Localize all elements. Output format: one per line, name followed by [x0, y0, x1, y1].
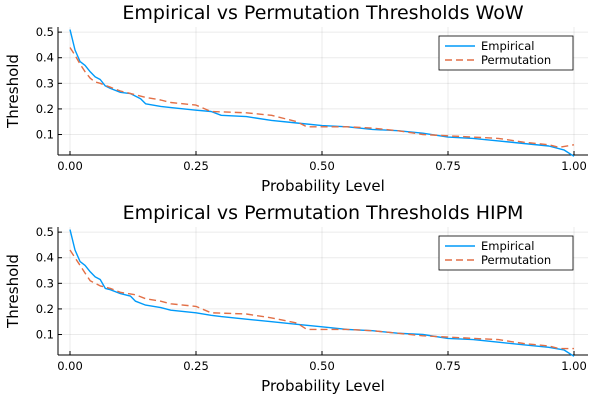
- x-tick-label: 0.25: [183, 159, 209, 173]
- chart-panel-wow: Empirical vs Permutation Thresholds WoW 0…: [4, 2, 588, 195]
- x-tick-label: 0.25: [183, 359, 209, 373]
- y-tick-label: 0.3: [36, 76, 54, 90]
- x-tick-label: 0.50: [309, 359, 335, 373]
- x-tick-label: 0.75: [435, 359, 461, 373]
- y-tick-label: 0.5: [36, 225, 54, 239]
- y-tick-label: 0.2: [36, 302, 54, 316]
- y-tick-label: 0.1: [36, 328, 54, 342]
- series-line-permutation: [69, 47, 575, 148]
- legend-label-empirical: Empirical: [481, 239, 534, 253]
- x-tick-label: 1.00: [561, 359, 587, 373]
- x-tick-label: 1.00: [561, 159, 587, 173]
- chart-panel-hipm: Empirical vs Permutation Thresholds HIPM…: [4, 202, 588, 395]
- y-tick-label: 0.3: [36, 276, 54, 290]
- x-tick-label: 0.75: [435, 159, 461, 173]
- x-tick-label: 0.00: [57, 159, 83, 173]
- chart-title: Empirical vs Permutation Thresholds WoW: [122, 2, 523, 24]
- y-tick-label: 0.1: [36, 128, 54, 142]
- x-axis-label: Probability Level: [261, 377, 385, 395]
- series-line-empirical: [69, 29, 575, 157]
- legend-label-permutation: Permutation: [481, 53, 551, 67]
- legend-box: [438, 235, 574, 271]
- chart-title: Empirical vs Permutation Thresholds HIPM: [123, 202, 524, 224]
- x-tick-label: 0.50: [309, 159, 335, 173]
- series-line-permutation: [69, 249, 574, 350]
- y-axis-label: Threshold: [4, 54, 22, 129]
- y-tick-label: 0.4: [36, 51, 54, 65]
- x-axis-label: Probability Level: [261, 177, 385, 195]
- legend-label-permutation: Permutation: [481, 253, 551, 267]
- y-tick-label: 0.2: [36, 102, 54, 116]
- y-axis-label: Threshold: [4, 254, 22, 329]
- y-tick-label: 0.5: [36, 25, 54, 39]
- series-line-empirical: [69, 229, 575, 357]
- legend-box: [438, 35, 574, 71]
- legend-label-empirical: Empirical: [481, 39, 534, 53]
- y-tick-label: 0.4: [36, 251, 54, 265]
- x-tick-label: 0.00: [57, 359, 83, 373]
